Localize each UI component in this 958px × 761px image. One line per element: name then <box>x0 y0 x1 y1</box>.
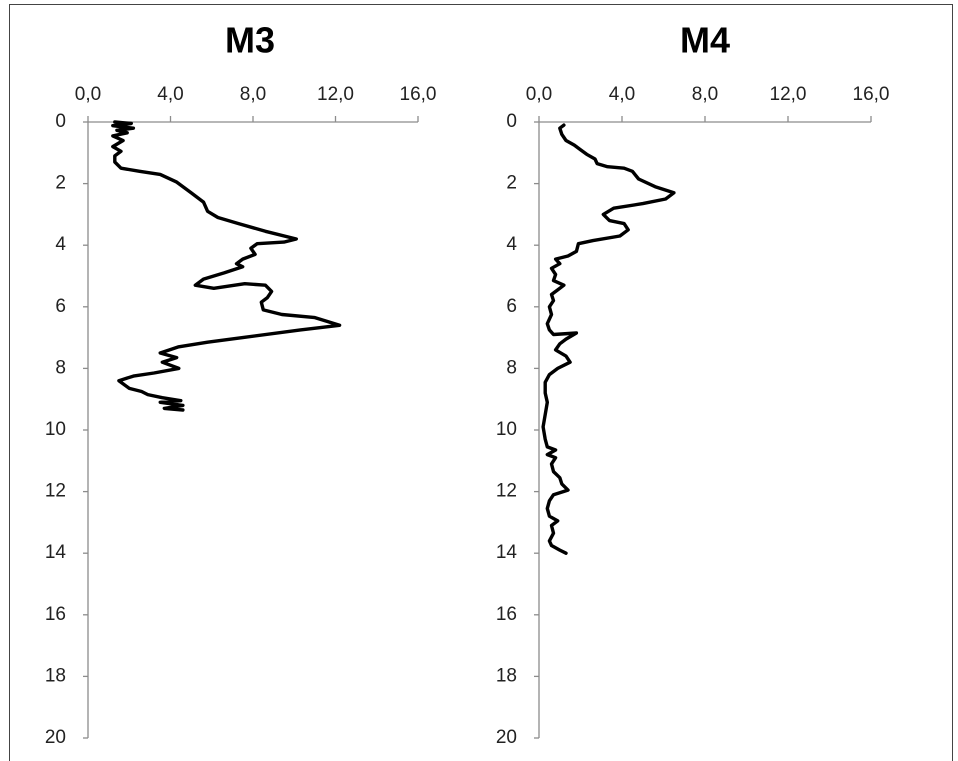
chart-m4-y-tick-label: 16 <box>496 604 517 625</box>
chart-m4-y-tick-label: 8 <box>506 357 517 378</box>
chart-m3-series-line <box>111 120 342 412</box>
chart-m4-y-tick-label: 2 <box>506 173 517 194</box>
chart-m4-y-tick-label: 18 <box>496 665 517 686</box>
chart-m4-y-tick-label: 12 <box>496 481 517 502</box>
chart-m3-y-tick-label: 2 <box>55 173 66 194</box>
chart-m4-x-tick-label: 16,0 <box>853 84 890 105</box>
chart-m4-y-tick-label: 4 <box>506 234 517 255</box>
chart-m4-y-tick-label: 6 <box>506 296 517 317</box>
chart-m3-y-tick-label: 12 <box>45 481 66 502</box>
chart-m4-title: M4 <box>680 20 730 61</box>
chart-m3-x-tick-label: 16,0 <box>400 84 437 105</box>
chart-m3-y-tick-label: 4 <box>55 234 66 255</box>
chart-m4-x-tick-label: 4,0 <box>609 84 635 105</box>
chart-m3-x-tick-label: 8,0 <box>240 84 266 105</box>
chart-m3-title: M3 <box>225 20 275 61</box>
chart-m4-y-tick-label: 14 <box>496 542 518 563</box>
chart-m3-y-tick-label: 20 <box>45 727 66 748</box>
chart-m3-x-tick-label: 12,0 <box>317 84 354 105</box>
chart-m3-x-tick-label: 4,0 <box>157 84 183 105</box>
chart-m4-x-tick-label: 0,0 <box>526 84 552 105</box>
chart-m4-x-tick-label: 8,0 <box>692 84 718 105</box>
chart-m3-y-tick-label: 0 <box>55 111 66 132</box>
chart-m3-y-tick-label: 6 <box>55 296 66 317</box>
chart-m3-y-tick-label: 18 <box>45 665 66 686</box>
chart-m3-y-tick-label: 8 <box>55 357 66 378</box>
chart-frame <box>9 4 953 761</box>
chart-m4-series-line <box>541 123 676 555</box>
chart-m3-y-tick-label: 14 <box>45 542 67 563</box>
chart-m4-y-tick-label: 20 <box>496 727 517 748</box>
chart-m4-y-tick-label: 10 <box>496 419 517 440</box>
chart-m4-y-tick-label: 0 <box>506 111 517 132</box>
chart-m3-y-tick-label: 16 <box>45 604 66 625</box>
chart-m3-y-tick-label: 10 <box>45 419 66 440</box>
chart-m4-x-tick-label: 12,0 <box>770 84 807 105</box>
chart-m3-x-tick-label: 0,0 <box>75 84 101 105</box>
